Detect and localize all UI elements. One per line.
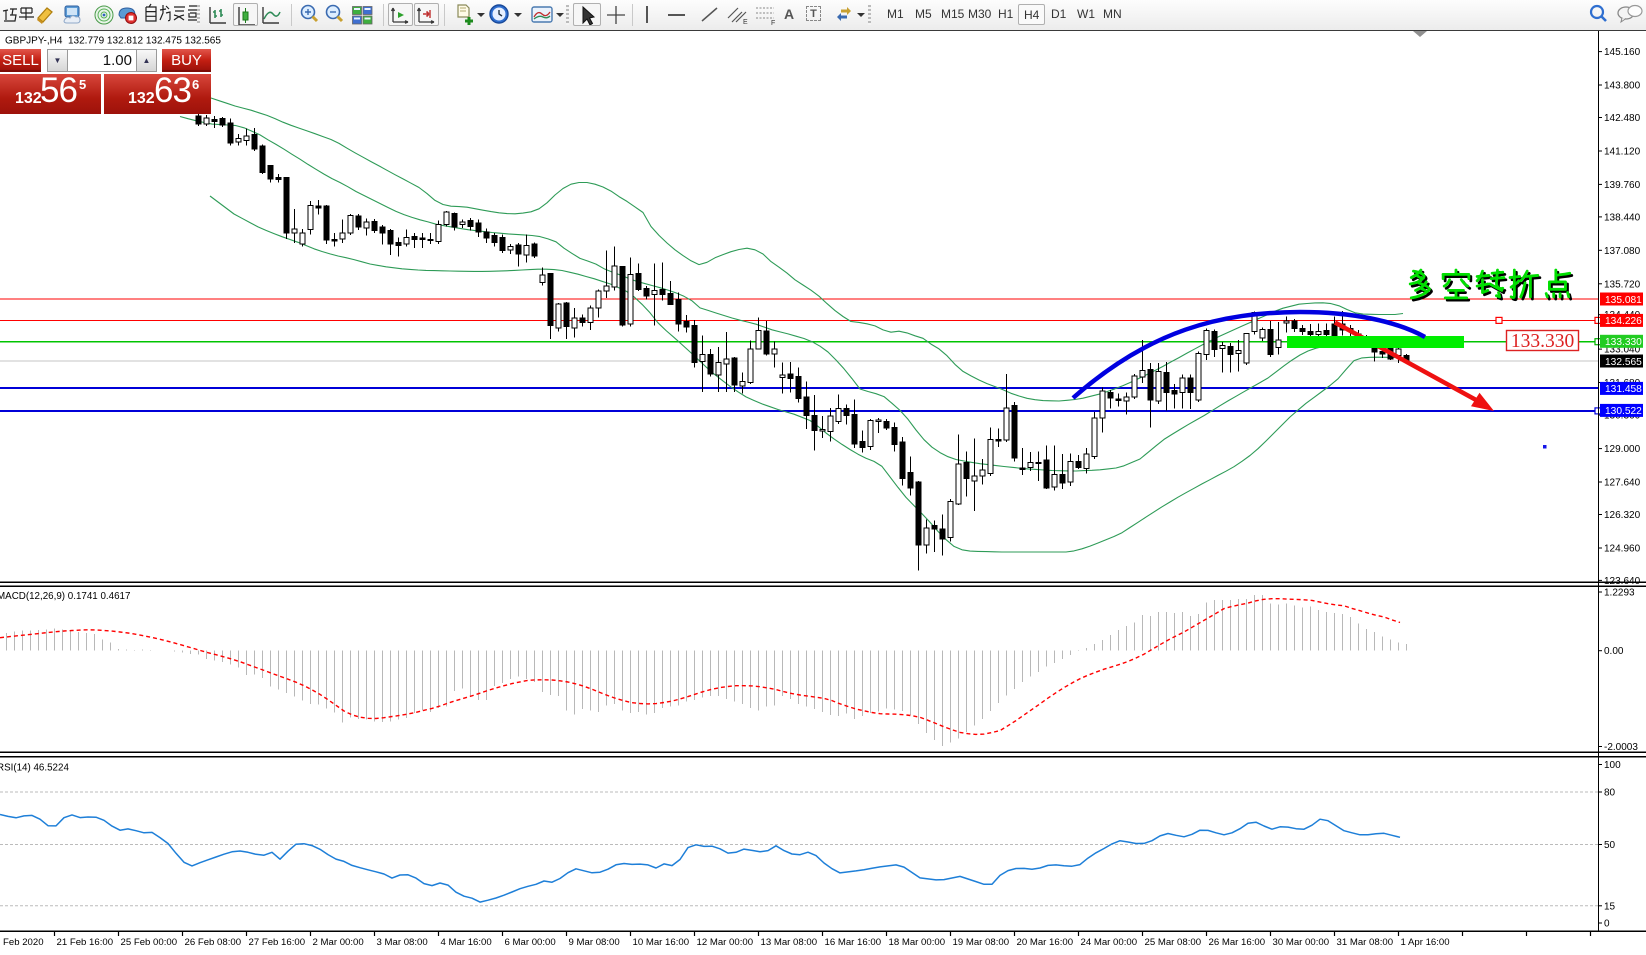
- svg-text:19 Mar 08:00: 19 Mar 08:00: [953, 937, 1010, 948]
- svg-text:15: 15: [1604, 901, 1616, 912]
- svg-text:25 Mar 08:00: 25 Mar 08:00: [1145, 937, 1202, 948]
- svg-text:129.000: 129.000: [1604, 444, 1641, 455]
- svg-text:9 Mar 08:00: 9 Mar 08:00: [569, 937, 620, 948]
- svg-text:F: F: [771, 20, 775, 26]
- svg-text:123.640: 123.640: [1604, 576, 1641, 587]
- svg-text:145.160: 145.160: [1604, 47, 1641, 58]
- svg-text:E: E: [743, 19, 748, 26]
- svg-text:124.960: 124.960: [1604, 544, 1641, 555]
- svg-text:-2.0003: -2.0003: [1604, 742, 1638, 753]
- svg-text:RSI(14) 46.5224: RSI(14) 46.5224: [0, 763, 69, 774]
- svg-text:0.00: 0.00: [1604, 646, 1624, 657]
- svg-text:135.720: 135.720: [1604, 279, 1641, 290]
- svg-text:133.040: 133.040: [1604, 345, 1641, 356]
- svg-text:80: 80: [1604, 788, 1616, 799]
- svg-text:1 Apr 16:00: 1 Apr 16:00: [1401, 937, 1450, 948]
- svg-text:12 Mar 00:00: 12 Mar 00:00: [697, 937, 754, 948]
- svg-text:10 Mar 16:00: 10 Mar 16:00: [633, 937, 690, 948]
- svg-text:MACD(12,26,9) 0.1741 0.4617: MACD(12,26,9) 0.1741 0.4617: [0, 591, 130, 602]
- svg-text:134.226: 134.226: [1605, 316, 1642, 327]
- svg-text:Feb 2020: Feb 2020: [3, 937, 44, 948]
- svg-text:135.081: 135.081: [1605, 295, 1642, 306]
- svg-text:2 Mar 00:00: 2 Mar 00:00: [313, 937, 364, 948]
- svg-text:6 Mar 00:00: 6 Mar 00:00: [505, 937, 556, 948]
- svg-text:133.330: 133.330: [1605, 337, 1642, 348]
- svg-text:13 Mar 08:00: 13 Mar 08:00: [761, 937, 818, 948]
- svg-text:142.480: 142.480: [1604, 113, 1641, 124]
- svg-text:137.080: 137.080: [1604, 246, 1641, 257]
- svg-text:132.565: 132.565: [1605, 357, 1642, 368]
- svg-text:26 Feb 08:00: 26 Feb 08:00: [185, 937, 242, 948]
- svg-text:131.458: 131.458: [1605, 384, 1642, 395]
- svg-text:20 Mar 16:00: 20 Mar 16:00: [1017, 937, 1074, 948]
- svg-text:133.330: 133.330: [1511, 331, 1574, 352]
- svg-text:25 Feb 00:00: 25 Feb 00:00: [121, 937, 178, 948]
- svg-text:138.440: 138.440: [1604, 212, 1641, 223]
- svg-text:21 Feb 16:00: 21 Feb 16:00: [57, 937, 114, 948]
- svg-text:141.120: 141.120: [1604, 147, 1641, 158]
- svg-text:0: 0: [1604, 919, 1610, 930]
- svg-text:16 Mar 16:00: 16 Mar 16:00: [825, 937, 882, 948]
- svg-text:26 Mar 16:00: 26 Mar 16:00: [1209, 937, 1266, 948]
- svg-text:50: 50: [1604, 840, 1616, 851]
- svg-text:100: 100: [1604, 760, 1621, 771]
- svg-text:4 Mar 16:00: 4 Mar 16:00: [441, 937, 492, 948]
- svg-text:GBPJPY-,H4 132.779 132.812 13: GBPJPY-,H4 132.779 132.812 132.475 132.5…: [5, 36, 221, 47]
- svg-text:27 Feb 16:00: 27 Feb 16:00: [249, 937, 306, 948]
- svg-text:126.320: 126.320: [1604, 510, 1641, 521]
- svg-text:130.522: 130.522: [1605, 406, 1642, 417]
- svg-text:24 Mar 00:00: 24 Mar 00:00: [1081, 937, 1138, 948]
- svg-text:143.800: 143.800: [1604, 81, 1641, 92]
- svg-text:30 Mar 00:00: 30 Mar 00:00: [1273, 937, 1330, 948]
- svg-text:18 Mar 00:00: 18 Mar 00:00: [889, 937, 946, 948]
- svg-text:139.760: 139.760: [1604, 180, 1641, 191]
- svg-text:31 Mar 08:00: 31 Mar 08:00: [1337, 937, 1394, 948]
- svg-text:1.2293: 1.2293: [1604, 588, 1635, 599]
- svg-text:3 Mar 08:00: 3 Mar 08:00: [377, 937, 428, 948]
- svg-text:127.640: 127.640: [1604, 478, 1641, 489]
